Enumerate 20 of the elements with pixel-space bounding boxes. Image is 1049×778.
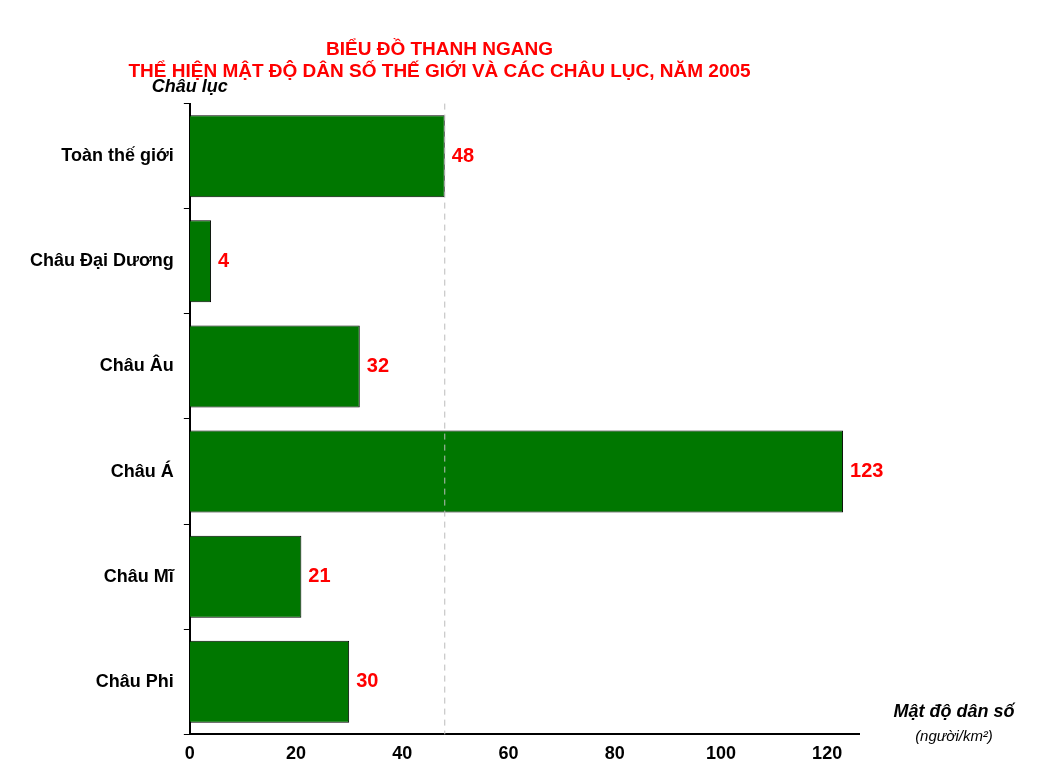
x-tick-label: 120 xyxy=(812,743,843,764)
x-tick-label: 100 xyxy=(705,743,736,764)
data-label: 30 xyxy=(356,669,379,692)
x-tick-label: 80 xyxy=(604,743,625,764)
y-tick-label: Châu Âu xyxy=(99,354,174,376)
x-tick-label: 60 xyxy=(498,743,519,764)
y-tick-label: Châu Á xyxy=(110,459,174,481)
data-label: 123 xyxy=(850,459,884,482)
x-tick-label: 40 xyxy=(392,743,413,764)
x-tick-label: 0 xyxy=(184,743,195,764)
data-label: 48 xyxy=(451,143,474,166)
y-tick-label: Toàn thế giới xyxy=(61,145,174,166)
data-label: 21 xyxy=(308,564,331,587)
x-tick-label: 20 xyxy=(286,743,307,764)
data-label: 32 xyxy=(366,353,390,376)
y-tick-label: Châu Phi xyxy=(95,670,174,691)
x-axis-title: Mật độ dân số (người/km²) xyxy=(893,701,1016,744)
y-tick-label: Châu Đại Dương xyxy=(29,250,174,271)
data-label: 4 xyxy=(218,248,231,271)
y-tick-label: Châu Mĩ xyxy=(103,565,175,586)
